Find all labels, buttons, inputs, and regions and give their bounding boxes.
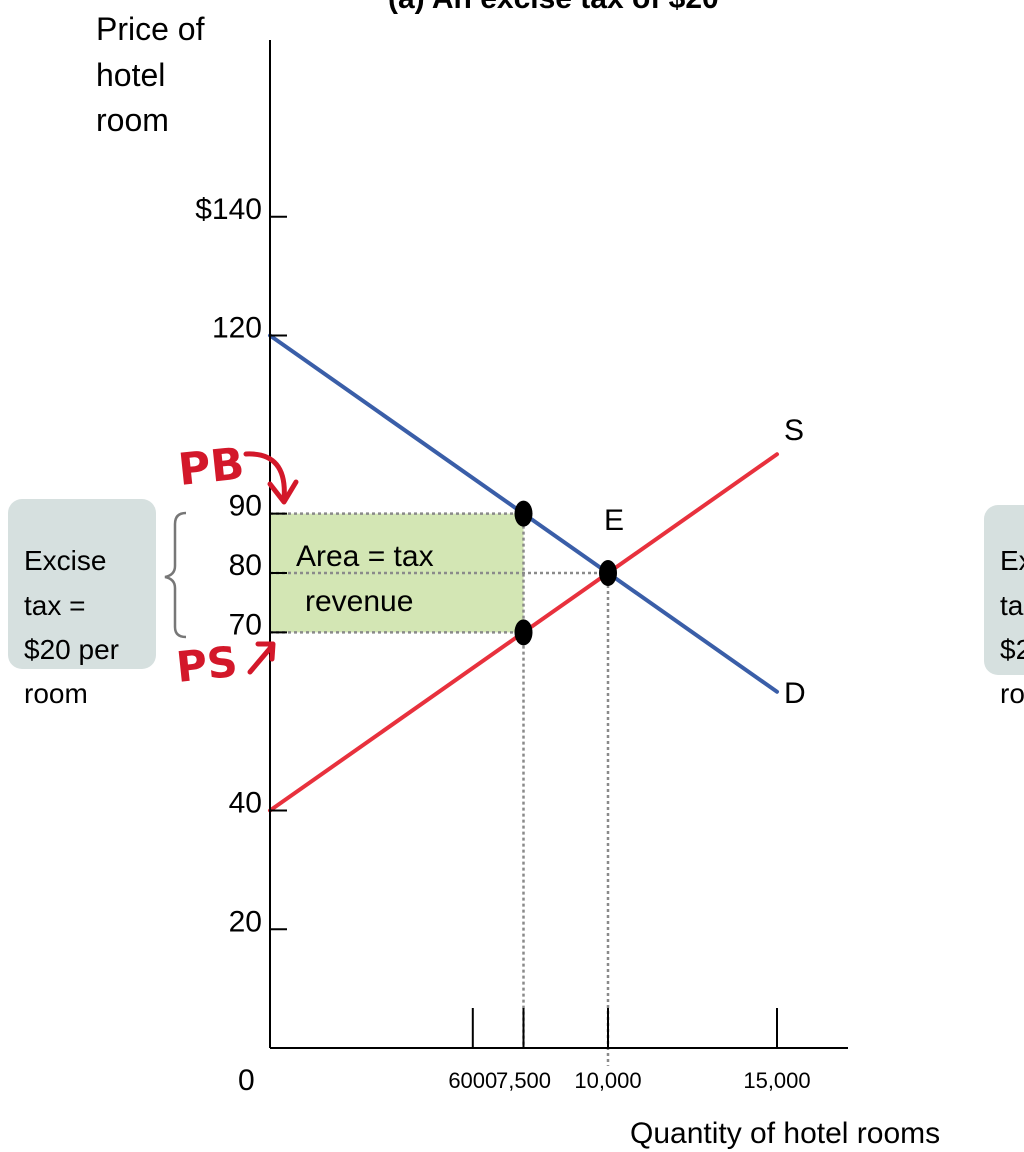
tax-area-label-line: revenue <box>305 585 413 618</box>
excise-tax-line: tax = <box>1000 590 1024 621</box>
points <box>514 500 617 646</box>
data-point <box>514 500 533 527</box>
x-tick-label: 15,000 <box>743 1068 810 1093</box>
arrow-icon <box>247 643 275 675</box>
handwritten-ps: PS <box>174 637 240 692</box>
tax-area-label-line: Area = tax <box>296 540 434 573</box>
arrow-icon <box>267 479 299 505</box>
y-tick-label: 120 <box>212 312 262 345</box>
excise-tax-line: $20 per <box>1000 634 1024 665</box>
handwritten-pb: PB <box>176 438 247 496</box>
y-tick-label: 70 <box>229 608 262 641</box>
y-axis-label-line: room <box>96 102 169 138</box>
x-tick-label: 7,500 <box>496 1068 551 1093</box>
y-axis-label-line: Price of <box>96 11 205 47</box>
y-tick-label: $140 <box>195 193 262 226</box>
excise-tax-line: Excise <box>1000 545 1024 576</box>
arrow-icon <box>255 641 276 662</box>
axes <box>269 40 848 1049</box>
x-tick-label: 10,000 <box>574 1068 641 1093</box>
excise-tax-line: tax = <box>24 590 85 621</box>
origin-label: 0 <box>238 1064 255 1097</box>
data-point <box>599 560 617 586</box>
arrow-icon <box>243 451 287 503</box>
y-axis-label-line: hotel <box>96 57 165 93</box>
y-tick-label: 80 <box>229 549 262 582</box>
excise-tax-box-clipped <box>984 505 1024 675</box>
y-tick-label: 40 <box>229 787 262 820</box>
equilibrium-label: E <box>604 504 624 537</box>
excise-tax-text-clipped: Excise tax = $20 per room <box>1000 545 1024 709</box>
excise-tax-line: room <box>1000 678 1024 709</box>
excise-tax-line: Excise <box>24 545 106 576</box>
excise-tax-line: $20 per <box>24 634 119 665</box>
y-tick-label: 90 <box>229 490 262 523</box>
excise-tax-text: Excise tax = $20 per room <box>24 545 127 709</box>
excise-tax-box <box>8 499 156 669</box>
y-tick-label: 20 <box>229 905 262 938</box>
x-axis-label: Quantity of hotel rooms <box>630 1117 940 1150</box>
data-point <box>514 619 533 646</box>
excise-tax-line: room <box>24 678 88 709</box>
supply-label: S <box>784 414 804 447</box>
demand-label: D <box>784 677 806 710</box>
chart-title: (a) An excise tax of $20 <box>388 0 719 15</box>
guide-lines <box>270 512 610 1066</box>
y-axis-label: Price of hotel room <box>96 11 213 138</box>
brace-icon <box>164 511 187 639</box>
tax-area-label: Area = tax revenue <box>296 540 442 618</box>
x-tick-label: 6000 <box>448 1068 497 1093</box>
